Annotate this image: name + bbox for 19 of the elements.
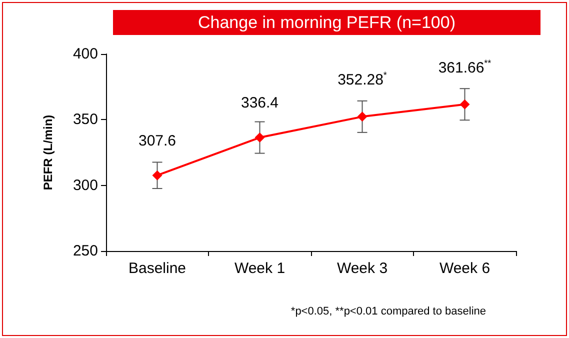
point <box>460 99 470 110</box>
y-axis-title: PEFR (L/min) <box>41 114 55 190</box>
data-label: 307.6 <box>138 132 176 150</box>
point <box>357 112 368 122</box>
text: *p<0.05, **p<0.01 compared to baseline <box>290 306 486 318</box>
x-tick-label: Week 6 <box>439 260 490 277</box>
point <box>152 170 162 180</box>
y-tick-label: 350 <box>72 111 98 128</box>
y-tick-label: 300 <box>72 176 98 194</box>
data-label: 352.28* <box>338 70 388 89</box>
x-tick-label: Week 1 <box>234 260 286 277</box>
chart-title: Change in morning PEFR (n=100) <box>198 13 456 32</box>
x-tick-label: Week 3 <box>336 260 388 277</box>
x-tick-label: Baseline <box>128 260 186 277</box>
data-label: 336.4 <box>240 94 279 112</box>
y-tick-label: 250 <box>72 242 98 260</box>
y-tick-label: 400 <box>72 46 98 62</box>
data-label: 361.66** <box>438 58 492 76</box>
point <box>254 132 265 143</box>
